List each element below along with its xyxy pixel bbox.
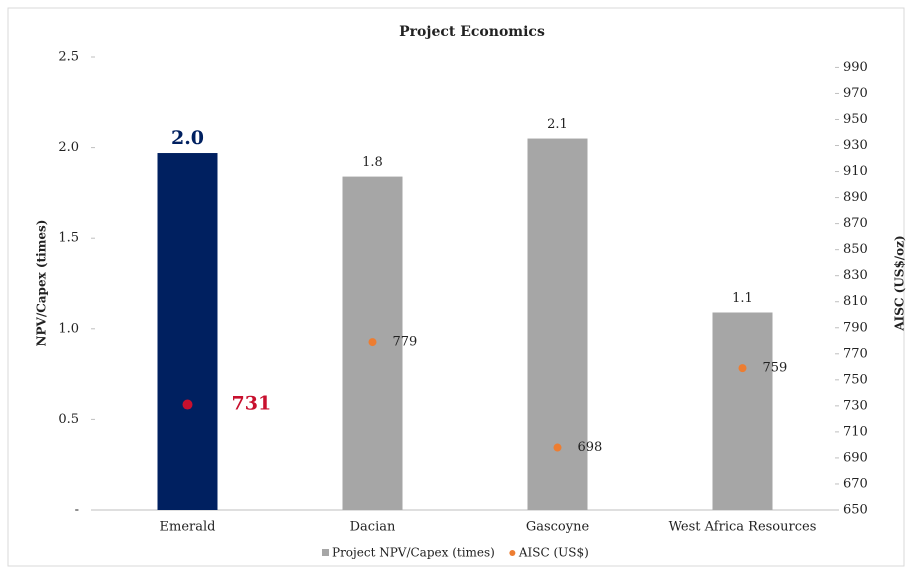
bar-label: 1.8 [362, 155, 383, 170]
y2-tick-label: 710 [843, 424, 868, 439]
y-tick-label: 2.0 [58, 140, 79, 155]
bar-label: 2.0 [171, 127, 204, 149]
y2-tick-label: 770 [843, 346, 868, 361]
y2-tick-label: 990 [843, 60, 868, 75]
y2-tick-label: 850 [843, 242, 868, 257]
y2-tick-label: 670 [843, 476, 868, 491]
y-tick-label: 2.5 [58, 50, 79, 65]
legend-swatch [322, 549, 329, 556]
dot-label: 779 [393, 335, 418, 350]
chart-title: Project Economics [399, 24, 545, 40]
dot [182, 399, 193, 410]
dot [738, 364, 747, 373]
y-tick-label: 1.5 [58, 231, 79, 246]
y2-tick-label: 690 [843, 450, 868, 465]
y2-tick-label: 830 [843, 268, 868, 283]
x-tick-label: Gascoyne [526, 520, 590, 535]
y2-tick-label: 910 [843, 164, 868, 179]
y2-tick-label: 750 [843, 372, 868, 387]
dot [368, 338, 377, 347]
y2-tick-label: 650 [843, 503, 868, 518]
y-tick-label: - [75, 503, 79, 518]
dot-label: 759 [763, 361, 788, 376]
bar-label: 1.1 [732, 291, 753, 306]
y-axis-label: NPV/Capex (times) [35, 220, 49, 347]
legend-label: AISC (US$) [518, 546, 589, 560]
x-tick-label: West Africa Resources [669, 520, 817, 535]
dot-label: 698 [578, 440, 603, 455]
y2-tick-label: 890 [843, 190, 868, 205]
x-tick-label: Emerald [160, 520, 216, 535]
legend-label: Project NPV/Capex (times) [332, 546, 495, 560]
bar [157, 153, 218, 510]
bar [712, 312, 773, 510]
y-tick-label: 0.5 [58, 412, 79, 427]
dot-label: 731 [232, 393, 272, 415]
y2-tick-label: 790 [843, 320, 868, 335]
y2-tick-label: 950 [843, 112, 868, 127]
y2-tick-label: 930 [843, 138, 868, 153]
y2-tick-label: 970 [843, 86, 868, 101]
y2-axis-label: AISC (US$/oz) [893, 235, 907, 331]
x-tick-label: Dacian [350, 520, 396, 535]
y2-tick-label: 730 [843, 398, 868, 413]
y2-tick-label: 810 [843, 294, 868, 309]
bar-label: 2.1 [547, 117, 568, 132]
dot [553, 443, 562, 452]
y2-tick-label: 870 [843, 216, 868, 231]
y-tick-label: 1.0 [58, 321, 79, 336]
legend-swatch [509, 550, 516, 556]
